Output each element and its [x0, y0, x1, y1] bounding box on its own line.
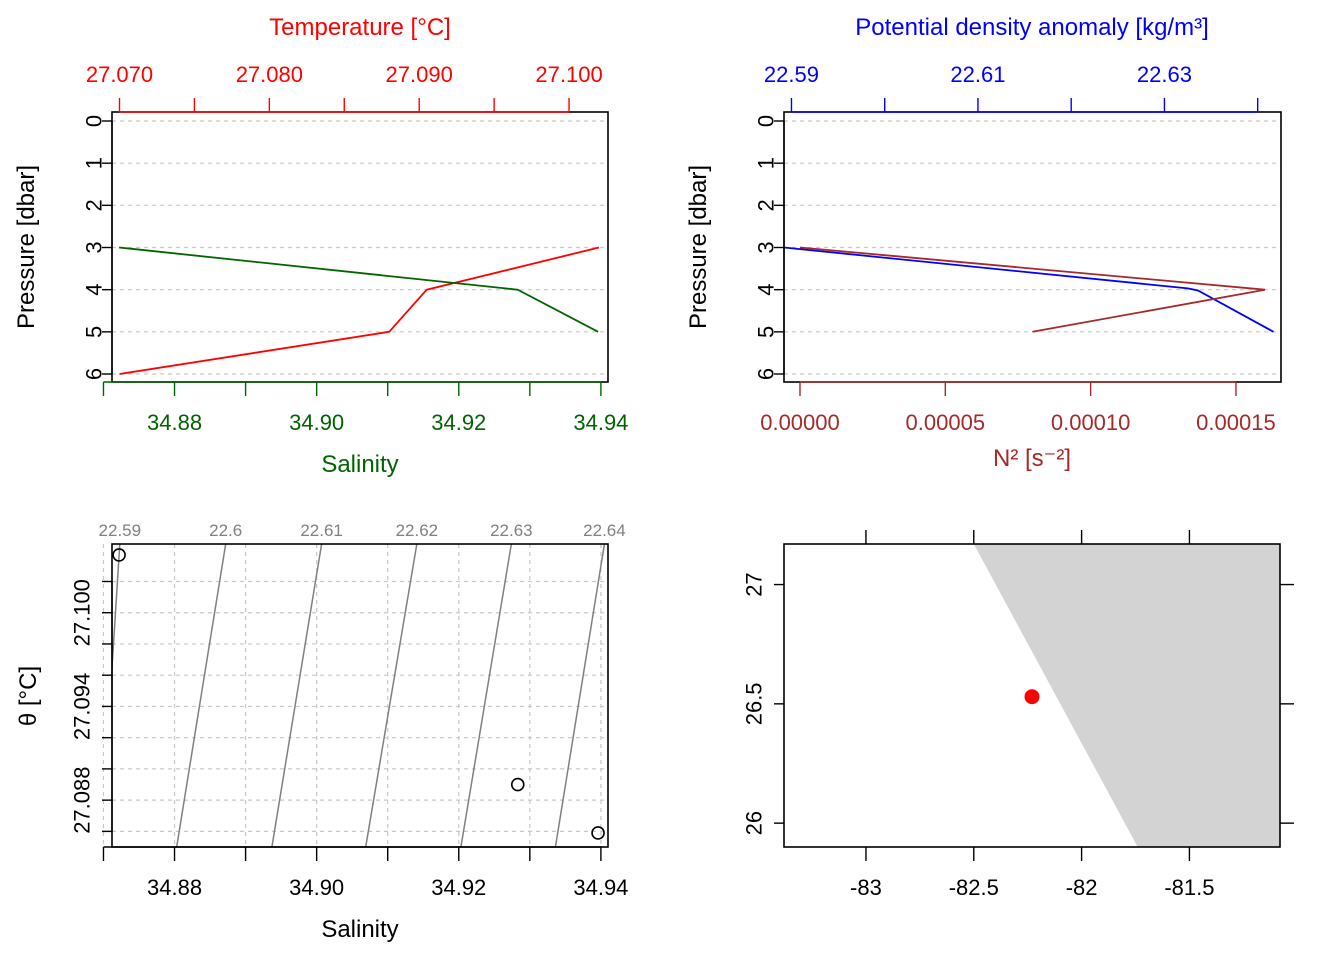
pressure-tick-label: 6 — [754, 368, 779, 380]
bottom-axis-tick-label: 34.94 — [573, 410, 628, 435]
latitude-tick-label: 26 — [742, 811, 767, 835]
pressure-tick-label: 5 — [754, 326, 779, 338]
bottom-axis-tick-label: 0.00005 — [906, 410, 986, 435]
bottom-axis-tick-label: 34.88 — [147, 410, 202, 435]
isopycnal-label: 22.6 — [209, 521, 242, 540]
latitude-tick-label: 27 — [742, 572, 767, 596]
profile-series-line — [119, 246, 599, 333]
ts-theta-tick-label: 27.094 — [70, 673, 95, 740]
ts-salinity-tick-label: 34.92 — [431, 875, 486, 900]
ts-diagram-panel: 34.88 34.90 34.92 34.94 27.088 27.094 27.100 S… — [15, 521, 628, 943]
ts-theta-tick-label: 27.100 — [70, 579, 95, 646]
latitude-tick-label: 26.5 — [742, 682, 767, 725]
profile-ts-panel: 0 1 2 3 4 5 6 27.070 27.080 27.090 27.100 34.88 34.9… — [13, 14, 628, 478]
ts-diagram-grid — [102, 544, 608, 847]
isopycnal-label: 22.59 — [99, 521, 142, 540]
pressure-tick-label: 2 — [82, 199, 107, 211]
pressure-tick-label: 1 — [82, 157, 107, 169]
theta-axis-label: θ [°C] — [15, 666, 42, 726]
pressure-tick-label: 1 — [754, 157, 779, 169]
top-axis-tick-label: 22.63 — [1137, 62, 1192, 87]
map-land — [973, 544, 1280, 847]
top-axis-tick-label: 27.070 — [86, 62, 153, 87]
station-marker — [1024, 689, 1040, 705]
isopycnal-label: 22.62 — [396, 521, 439, 540]
ts-data-point — [510, 777, 525, 792]
profile-ts-axes: 0 1 2 3 4 5 6 27.070 27.080 27.090 27.100 34.88 34.9… — [82, 62, 629, 435]
ts-salinity-axis-label: Salinity — [321, 916, 398, 943]
ts-salinity-tick-label: 34.90 — [289, 875, 344, 900]
profile-ts-grid — [112, 120, 608, 375]
n2-axis-label: N² [s⁻²] — [993, 445, 1071, 472]
top-axis-tick-label: 27.090 — [386, 62, 453, 87]
isopycnal-label: 22.61 — [300, 521, 343, 540]
pressure-tick-label: 0 — [82, 115, 107, 127]
profile-series-line — [119, 246, 600, 375]
pressure-tick-label: 3 — [82, 241, 107, 253]
ts-diagram-isopycnals — [112, 544, 606, 847]
ts-theta-tick-label: 27.088 — [70, 766, 95, 833]
longitude-tick-label: -83 — [850, 875, 882, 900]
bottom-axis-tick-label: 34.92 — [431, 410, 486, 435]
longitude-tick-label: -82.5 — [949, 875, 999, 900]
isopycnal-label: 22.64 — [583, 521, 626, 540]
longitude-tick-label: -82 — [1066, 875, 1098, 900]
ts-diagram-points — [112, 548, 605, 840]
isopycnal-line — [112, 544, 121, 680]
profile-density-panel: 0 1 2 3 4 5 6 22.59 22.61 22.63 0.00000 0.00005 0.00… — [685, 14, 1282, 472]
bottom-axis-tick-label: 0.00010 — [1051, 410, 1131, 435]
land-polygon — [973, 544, 1280, 847]
longitude-tick-label: -81.5 — [1164, 875, 1214, 900]
ts-diagram-frame — [111, 543, 609, 848]
profile-series-line — [799, 246, 1266, 333]
temperature-axis-label: Temperature [°C] — [269, 14, 451, 41]
profile-series-line — [783, 246, 1274, 333]
ts-salinity-tick-label: 34.88 — [147, 875, 202, 900]
pressure-tick-label: 0 — [754, 115, 779, 127]
map-frame — [783, 543, 1281, 848]
pressure-tick-label: 3 — [754, 241, 779, 253]
ts-data-point — [112, 548, 126, 562]
density-axis-label: Potential density anomaly [kg/m³] — [855, 14, 1209, 41]
isopycnal-line — [175, 544, 227, 847]
isopycnal-line — [554, 544, 606, 847]
pressure-tick-label: 6 — [82, 368, 107, 380]
ts-diagram-axes: 34.88 34.90 34.92 34.94 27.088 27.094 27.100 — [70, 579, 629, 900]
top-axis-tick-label: 27.080 — [236, 62, 303, 87]
isopycnal-label: 22.63 — [490, 521, 533, 540]
isopycnal-line — [271, 544, 323, 847]
profile-density-lines — [783, 246, 1274, 333]
top-axis-tick-label: 27.100 — [535, 62, 602, 87]
ts-salinity-tick-label: 34.94 — [573, 875, 628, 900]
pressure-axis-label: Pressure [dbar] — [13, 165, 40, 329]
map-axes: -83 -82.5 -82 -81.5 26 26.5 27 — [742, 530, 1294, 900]
profile-ts-lines — [119, 246, 600, 375]
pressure-tick-label: 4 — [82, 284, 107, 296]
bottom-axis-tick-label: 0.00000 — [760, 410, 840, 435]
station-map-panel: -83 -82.5 -82 -81.5 26 26.5 27 — [742, 530, 1294, 900]
ts-data-point — [591, 826, 605, 840]
pressure-tick-label: 5 — [82, 326, 107, 338]
pressure-tick-label: 2 — [754, 199, 779, 211]
salinity-axis-label: Salinity — [321, 451, 398, 478]
bottom-axis-tick-label: 34.90 — [289, 410, 344, 435]
top-axis-tick-label: 22.59 — [764, 62, 819, 87]
profile-density-grid — [784, 120, 1281, 375]
pressure-tick-label: 4 — [754, 284, 779, 296]
isopycnal-line — [364, 544, 418, 847]
bottom-axis-tick-label: 0.00015 — [1196, 410, 1276, 435]
ts-isopycnal-labels: 22.59 22.6 22.61 22.62 22.63 22.64 — [99, 521, 626, 540]
profile-density-axes: 0 1 2 3 4 5 6 22.59 22.61 22.63 0.00000 0.00005 0.00… — [754, 62, 1276, 435]
isopycnal-line — [460, 544, 513, 847]
pressure-axis-label-2: Pressure [dbar] — [685, 165, 712, 329]
map-points — [1024, 689, 1040, 705]
top-axis-tick-label: 22.61 — [950, 62, 1005, 87]
